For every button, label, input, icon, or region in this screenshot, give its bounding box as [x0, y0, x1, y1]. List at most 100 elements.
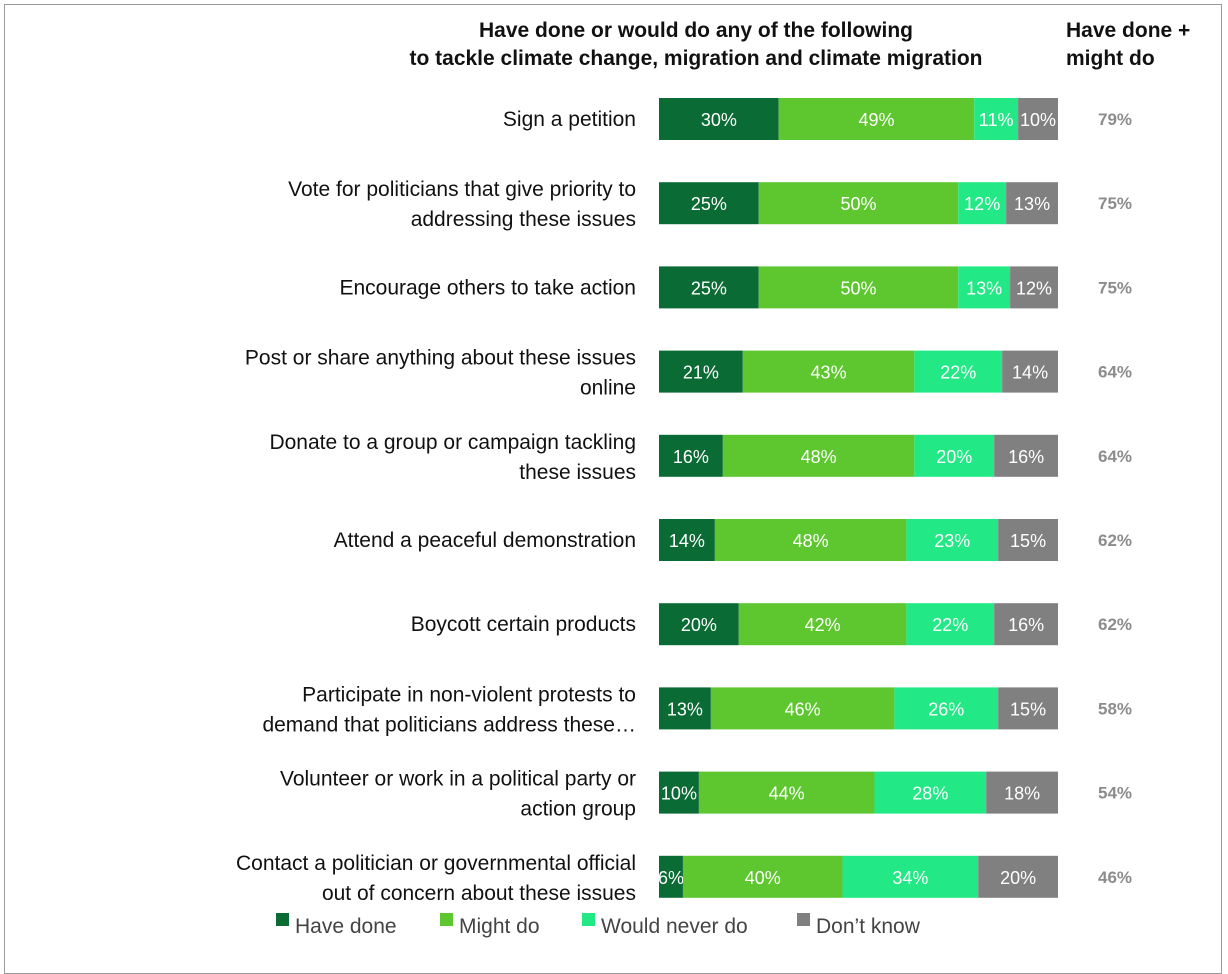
bar-segment	[978, 855, 1058, 898]
data-label: 13%	[966, 278, 1002, 298]
data-label: 13%	[1014, 194, 1050, 214]
legend-label: Have done	[295, 915, 397, 938]
category-label: Volunteer or work in a political party o…	[280, 768, 636, 791]
data-label: 14%	[669, 531, 705, 551]
bar-segment	[874, 771, 987, 814]
total-label: 54%	[1098, 784, 1132, 803]
legend-label: Don’t know	[816, 915, 921, 938]
bar-segment	[682, 855, 843, 898]
category-label: Donate to a group or campaign tackling	[269, 431, 636, 454]
data-label: 16%	[1008, 615, 1044, 635]
bar-segment	[1018, 98, 1058, 140]
data-label: 50%	[840, 278, 876, 298]
data-label: 14%	[1012, 363, 1048, 383]
data-label: 43%	[811, 363, 847, 383]
bar-segment	[958, 266, 1011, 309]
data-label: 12%	[964, 194, 1000, 214]
total-label: 46%	[1098, 868, 1132, 887]
data-label: 16%	[673, 447, 709, 467]
bar-segment	[906, 519, 999, 561]
data-label: 49%	[858, 110, 894, 130]
bar-segment	[842, 855, 979, 898]
bar-segment	[778, 98, 975, 140]
category-label: addressing these issues	[411, 208, 636, 231]
category-label: Post or share anything about these issue…	[245, 347, 636, 370]
bar-segment	[914, 434, 995, 477]
data-label: 18%	[1004, 784, 1040, 804]
data-label: 46%	[785, 699, 821, 719]
data-label: 28%	[912, 784, 948, 804]
legend-swatch	[797, 913, 810, 926]
total-label: 58%	[1098, 699, 1132, 718]
bar-segment	[659, 434, 723, 477]
data-label: 25%	[691, 278, 727, 298]
bar-segment	[894, 687, 999, 730]
data-label: 20%	[936, 447, 972, 467]
bar-segment	[698, 771, 875, 814]
data-label: 20%	[681, 615, 717, 635]
bar-segment	[738, 603, 907, 646]
data-label: 10%	[1020, 110, 1056, 130]
bar-segment	[659, 98, 779, 140]
bar-segment	[710, 687, 895, 730]
total-header-line-2: might do	[1066, 47, 1155, 70]
data-label: 34%	[892, 868, 928, 888]
data-label: 40%	[745, 868, 781, 888]
chart-title-line-2: to tackle climate change, migration and …	[410, 47, 983, 70]
bar-segment	[659, 519, 715, 561]
category-label: Boycott certain products	[411, 613, 636, 636]
bar-segment	[914, 350, 1003, 393]
bar-segment	[659, 350, 743, 393]
data-label: 10%	[661, 784, 697, 804]
data-label: 23%	[934, 531, 970, 551]
data-label: 20%	[1000, 868, 1036, 888]
bar-segment	[1006, 182, 1058, 225]
total-label: 75%	[1098, 194, 1132, 213]
data-label: 25%	[691, 194, 727, 214]
bar-segment	[994, 603, 1058, 646]
bar-segment	[742, 350, 915, 393]
chart-title-line-1: Have done or would do any of the followi…	[479, 19, 913, 42]
bar-segment	[1002, 350, 1058, 393]
bar-segment	[758, 182, 959, 225]
category-label: online	[580, 377, 636, 400]
total-label: 62%	[1098, 531, 1132, 550]
bar-segment	[986, 771, 1058, 814]
category-label: demand that politicians address these…	[262, 713, 636, 736]
data-label: 15%	[1010, 531, 1046, 551]
legend-swatch	[582, 913, 595, 926]
bar-segment	[998, 519, 1058, 561]
bar-segment	[974, 98, 1019, 140]
bar-segment	[958, 182, 1007, 225]
data-label: 50%	[840, 194, 876, 214]
category-label: Participate in non-violent protests to	[302, 683, 636, 706]
category-label: Vote for politicians that give priority …	[288, 178, 636, 201]
data-label: 21%	[683, 363, 719, 383]
data-label: 13%	[667, 699, 703, 719]
bar-segment	[758, 266, 959, 309]
total-label: 62%	[1098, 615, 1132, 634]
bar-segment	[722, 434, 915, 477]
bar-segment	[659, 771, 699, 814]
category-label: Encourage others to take action	[339, 276, 636, 299]
data-label: 22%	[940, 363, 976, 383]
category-label: these issues	[519, 461, 636, 484]
data-label: 48%	[801, 447, 837, 467]
total-label: 79%	[1098, 110, 1132, 129]
legend-label: Would never do	[601, 915, 748, 938]
bar-segment	[998, 687, 1058, 730]
total-label: 64%	[1098, 363, 1132, 382]
total-header-line-1: Have done +	[1066, 19, 1190, 42]
data-label: 44%	[769, 784, 805, 804]
data-label: 30%	[701, 110, 737, 130]
data-label: 6%	[658, 868, 684, 888]
bar-segment	[1010, 266, 1058, 309]
category-label: Sign a petition	[503, 108, 636, 131]
legend-swatch	[276, 913, 289, 926]
bar-segment	[659, 182, 759, 225]
data-label: 15%	[1010, 699, 1046, 719]
bar-segment	[659, 855, 683, 898]
data-label: 22%	[932, 615, 968, 635]
total-label: 75%	[1098, 278, 1132, 297]
